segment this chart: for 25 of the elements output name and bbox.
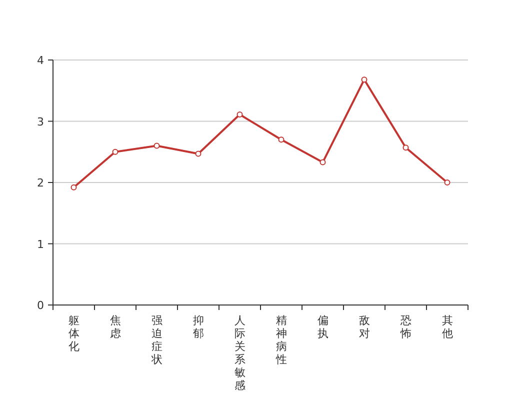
- y-tick-label: 1: [37, 238, 44, 251]
- x-tick-label: 精神病性: [274, 314, 287, 366]
- point: [112, 148, 118, 155]
- point: [195, 150, 202, 157]
- x-tick-label: 敌对: [358, 314, 370, 340]
- point: [154, 142, 160, 149]
- y-tick-label: 4: [37, 54, 44, 67]
- x-tick-label: 恐怖: [399, 314, 412, 340]
- x-tick-label: 强迫症状: [150, 314, 162, 366]
- point: [236, 112, 243, 118]
- y-tick-label: 0: [37, 299, 44, 312]
- x-tick-label: 偏执: [317, 314, 328, 340]
- x-tick-label: 抑郁: [192, 314, 204, 340]
- x-tick-label: 其他: [442, 314, 453, 340]
- point: [320, 159, 326, 166]
- y-tick-label: 3: [37, 115, 44, 128]
- x-tick-label: 焦虑: [110, 314, 121, 340]
- point: [361, 76, 368, 83]
- y-tick-label: 2: [37, 176, 44, 190]
- point: [402, 144, 409, 151]
- x-tick-label: 躯体化: [68, 314, 80, 353]
- point: [444, 180, 450, 186]
- x-tick-label: 人际关系敏感: [234, 314, 246, 392]
- point: [278, 136, 284, 143]
- point: [70, 184, 77, 190]
